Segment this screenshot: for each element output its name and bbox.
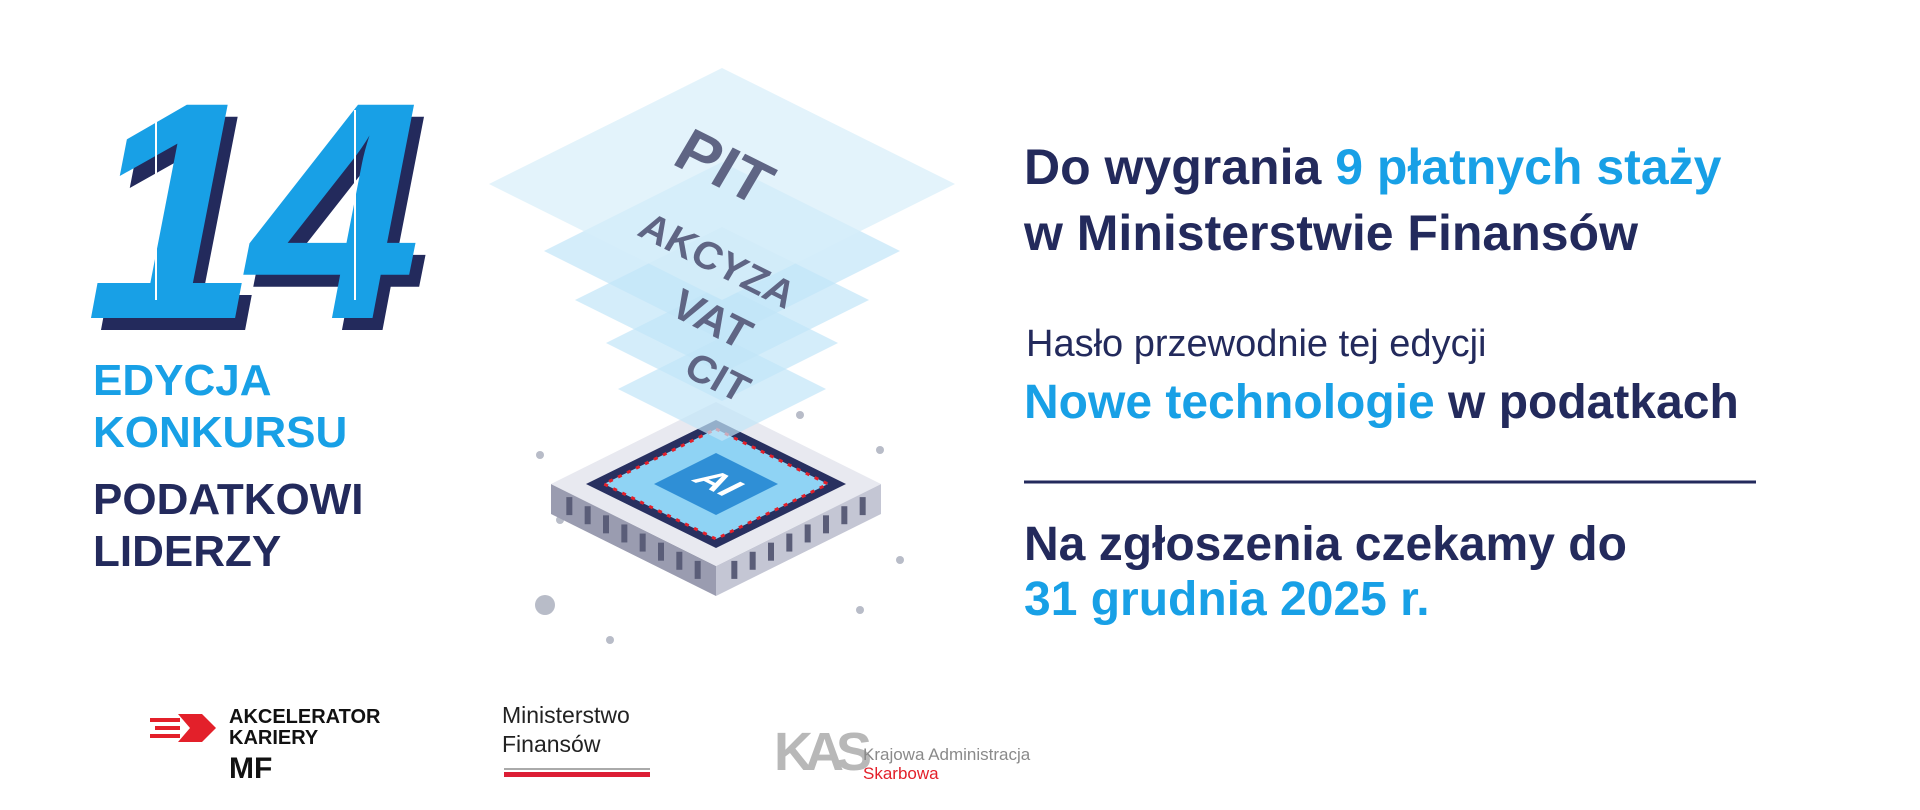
logo-text: Krajowa Administracja <box>863 745 1031 764</box>
circuit-dot <box>536 451 544 459</box>
number-shadow: 14 <box>96 49 428 396</box>
circuit-dot <box>856 606 864 614</box>
chip-pin <box>658 542 664 561</box>
motto-intro: Hasło przewodnie tej edycji <box>1026 323 1486 365</box>
kas-mark: KAS <box>774 722 870 782</box>
circuit-dot <box>535 595 555 615</box>
logo-text: Ministerstwo <box>502 702 630 728</box>
logo-arrow <box>178 714 216 742</box>
logo-stripe <box>150 718 180 722</box>
headline-highlight: 9 płatnych staży <box>1335 139 1721 195</box>
logo-text: AKCELERATOR <box>229 706 381 728</box>
chip-pin <box>731 560 738 579</box>
circuit-dot <box>796 411 804 419</box>
motto: Nowe technologie w podatkach <box>1024 376 1739 429</box>
chip-pin <box>694 560 701 579</box>
chip-pin <box>804 524 811 543</box>
logo-rule <box>504 772 650 777</box>
circuit-dot <box>876 446 884 454</box>
chip-pin <box>621 524 628 543</box>
edition-line: EDYCJA <box>93 356 272 405</box>
headline-part: Do wygrania <box>1024 139 1335 195</box>
circuit-dot <box>606 636 614 644</box>
logo-text: Finansów <box>502 731 601 757</box>
contest-name: LIDERZY <box>93 527 281 576</box>
headline: w Ministerstwie Finansów <box>1023 205 1638 261</box>
chip-core <box>654 453 778 515</box>
circuit-dot <box>896 556 904 564</box>
edition-line: KONKURSU <box>93 408 347 457</box>
number: 14 <box>86 37 418 384</box>
ministerstwo-logo: Ministerstwo Finansów <box>502 702 650 777</box>
deadline: Na zgłoszenia czekamy do <box>1024 518 1627 571</box>
chip-pin <box>676 551 683 570</box>
logo-text: MF <box>229 752 272 785</box>
logo-stripe <box>150 734 180 738</box>
chip-pin <box>786 533 793 552</box>
kas-logo: KAS Krajowa Administracja Skarbowa <box>774 722 1031 783</box>
chip-side <box>551 484 716 596</box>
chip-pin <box>639 533 646 552</box>
chip-pin <box>841 506 848 525</box>
motto-highlight: Nowe technologie <box>1024 376 1435 429</box>
chip-pin <box>566 497 573 516</box>
chip-pin <box>749 551 756 570</box>
logo-rule <box>504 768 650 770</box>
contest-name: PODATKOWI <box>93 475 364 524</box>
deadline-date: 31 grudnia 2025 r. <box>1024 573 1430 626</box>
chip-pin <box>823 515 829 534</box>
motto-rest: w podatkach <box>1435 376 1739 429</box>
tax-layer <box>489 68 955 300</box>
logo-text: Skarbowa <box>863 764 939 783</box>
logo-stripe <box>155 726 180 730</box>
chip-pin <box>584 506 591 525</box>
chip-side <box>716 484 881 596</box>
chip-pin <box>603 515 609 534</box>
chip-pin <box>859 497 866 516</box>
logo-text: KARIERY <box>229 727 319 749</box>
chip-pin <box>768 542 774 561</box>
headline: Do wygrania 9 płatnych staży <box>1024 139 1722 195</box>
akcelerator-logo: AKCELERATOR KARIERY MF <box>150 706 381 785</box>
edition-number: 14 14 <box>86 37 438 396</box>
